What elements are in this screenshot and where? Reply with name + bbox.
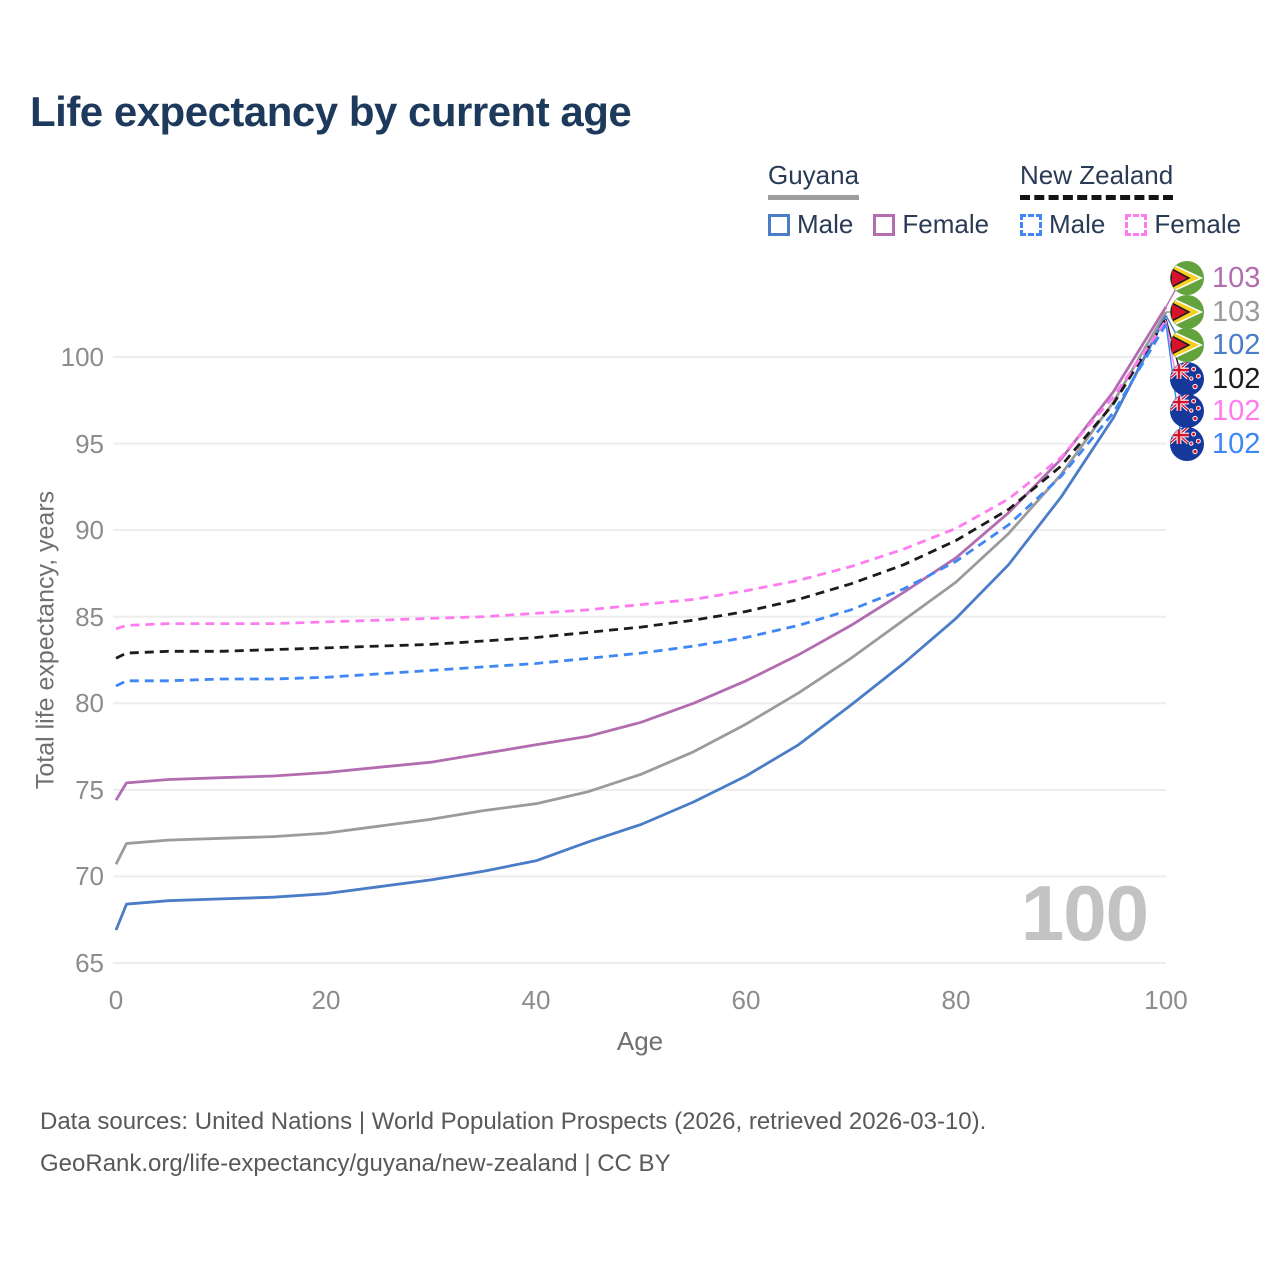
- end-label-row: 102: [1170, 427, 1260, 461]
- legend-country-guyana[interactable]: Guyana: [768, 160, 860, 200]
- footer-source-line: Data sources: United Nations | World Pop…: [40, 1108, 987, 1135]
- y-tick-label-100: 100: [60, 342, 104, 372]
- new-zealand-male-swatch-icon: [1020, 213, 1042, 236]
- legend-item-new-zealand-female[interactable]: Female: [1125, 209, 1241, 240]
- end-label-row: 103: [1170, 295, 1260, 329]
- new-zealand-flag-icon: [1170, 362, 1204, 396]
- legend-row-new-zealand: Male Female: [1020, 209, 1241, 240]
- guyana-male-swatch-icon: [768, 213, 790, 236]
- page-title: Life expectancy by current age: [30, 88, 632, 135]
- end-label-value: 103: [1212, 261, 1261, 294]
- x-tick-label-0: 0: [108, 985, 124, 1015]
- end-label-value: 102: [1212, 394, 1261, 427]
- legend-group-new-zealand: New Zealand Male Female: [1020, 160, 1241, 240]
- x-tick-label-40: 40: [521, 985, 551, 1015]
- x-tick-label-100: 100: [1144, 985, 1188, 1015]
- legend-item-new-zealand-male[interactable]: Male: [1020, 209, 1105, 240]
- end-label-row: 102: [1170, 394, 1260, 428]
- guyana-flag-icon: [1170, 295, 1204, 329]
- legend-item-guyana-female[interactable]: Female: [873, 209, 989, 240]
- legend-country-new-zealand[interactable]: New Zealand: [1020, 160, 1174, 200]
- y-tick-label-80: 80: [75, 688, 104, 719]
- end-label-row: 103: [1170, 261, 1260, 295]
- series-line-guyana[interactable]: [114, 311, 1168, 865]
- y-tick-label-75: 75: [75, 774, 104, 805]
- new-zealand-flag-icon: [1170, 394, 1204, 428]
- end-label-value: 102: [1212, 328, 1261, 361]
- end-label-value: 103: [1212, 295, 1261, 328]
- x-tick-label-80: 80: [941, 985, 971, 1015]
- y-tick-label-90: 90: [75, 515, 104, 546]
- new-zealand-female-swatch-icon: [1125, 213, 1148, 236]
- age-watermark: 100: [1020, 869, 1149, 957]
- x-tick-label-60: 60: [731, 985, 761, 1015]
- legend-item-label: Female: [1154, 209, 1242, 239]
- guyana-flag-icon: [1170, 261, 1204, 295]
- series-line-new-zealand[interactable]: [115, 318, 1168, 660]
- series-line-guyana-male[interactable]: [114, 314, 1168, 931]
- series-line-guyana-female[interactable]: [114, 306, 1168, 801]
- series-line-new-zealand-female[interactable]: [115, 319, 1168, 631]
- x-axis-title: Age: [616, 1026, 664, 1056]
- legend-item-guyana-male[interactable]: Male: [768, 209, 853, 240]
- x-tick-label-20: 20: [311, 985, 341, 1015]
- guyana-flag-icon: [1170, 328, 1204, 362]
- end-label-value: 102: [1212, 427, 1261, 460]
- y-tick-label-70: 70: [75, 861, 104, 892]
- legend-item-label: Female: [902, 209, 990, 239]
- guyana-female-swatch-icon: [873, 213, 896, 236]
- legend-item-label: Male: [797, 209, 854, 239]
- y-tick-label-65: 65: [75, 948, 104, 978]
- end-label-value: 102: [1212, 362, 1261, 395]
- legend-group-guyana: Guyana Male Female: [768, 160, 989, 240]
- footer-license-line: GeoRank.org/life-expectancy/guyana/new-z…: [40, 1150, 671, 1177]
- end-label-row: 102: [1170, 362, 1260, 396]
- series-line-new-zealand-male[interactable]: [115, 323, 1168, 688]
- y-tick-label-85: 85: [75, 601, 104, 632]
- new-zealand-flag-icon: [1170, 427, 1204, 461]
- legend-item-label: Male: [1049, 209, 1106, 239]
- legend-row-guyana: Male Female: [768, 209, 989, 240]
- end-label-row: 102: [1170, 328, 1260, 362]
- y-tick-label-95: 95: [75, 428, 104, 459]
